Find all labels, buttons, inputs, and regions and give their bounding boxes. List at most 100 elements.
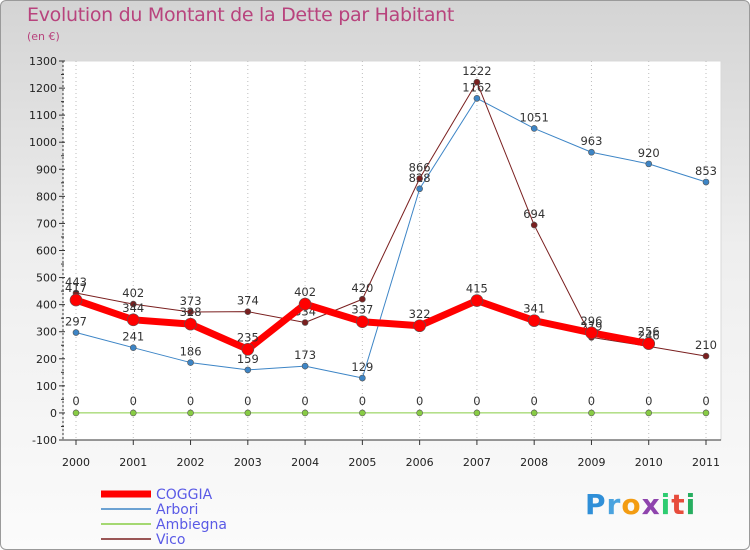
data-point-ambiegna — [473, 409, 481, 417]
logo-letter: i — [660, 488, 672, 521]
data-label-arbori: 920 — [638, 146, 660, 160]
data-point-ambiegna — [588, 409, 595, 417]
data-label-ambiegna: 0 — [473, 394, 480, 408]
y-tick-label: 600 — [36, 245, 57, 258]
data-point-ambiegna — [702, 409, 710, 417]
data-point-arbori — [301, 362, 309, 370]
data-point-ambiegna — [530, 409, 538, 417]
y-tick-label: 1200 — [29, 82, 57, 95]
legend-label-coggia: COGGIA — [156, 487, 213, 503]
y-tick-label: 400 — [36, 299, 57, 312]
data-point-arbori — [588, 148, 595, 156]
data-label-ambiegna: 0 — [645, 394, 652, 408]
data-label-coggia: 417 — [65, 281, 87, 295]
data-label-coggia: 235 — [237, 330, 259, 344]
data-label-ambiegna: 0 — [416, 394, 423, 408]
legend-label-vico: Vico — [156, 532, 185, 548]
data-point-coggia — [241, 343, 255, 356]
x-tick-label: 2006 — [406, 456, 434, 469]
logo-letter: o — [621, 488, 642, 521]
data-point-coggia — [585, 326, 598, 340]
data-point-arbori — [187, 359, 194, 366]
data-label-arbori: 186 — [180, 345, 202, 359]
data-point-ambiegna — [72, 409, 80, 417]
x-tick-label: 2002 — [177, 456, 205, 469]
y-tick-label: 100 — [36, 380, 57, 393]
plot-area — [62, 60, 722, 441]
chart-title: Evolution du Montant de la Dette par Hab… — [27, 4, 455, 26]
y-tick-label: -100 — [32, 434, 57, 447]
data-label-coggia: 344 — [122, 301, 144, 315]
y-tick-label: 300 — [36, 326, 57, 339]
x-tick-label: 2008 — [520, 456, 548, 469]
data-point-coggia — [184, 317, 197, 331]
x-tick-label: 2000 — [62, 456, 90, 469]
data-label-vico: 443 — [65, 275, 87, 289]
data-point-arbori — [129, 344, 137, 351]
proxiti-logo: Proxiti — [585, 488, 696, 521]
x-tick-label: 2004 — [291, 456, 319, 469]
data-point-ambiegna — [645, 409, 653, 417]
logo-letter: x — [641, 488, 661, 521]
series-line-arbori — [75, 97, 707, 379]
x-tick-label: 2005 — [348, 456, 376, 469]
data-label-arbori: 1162 — [462, 80, 491, 94]
data-label-arbori: 173 — [294, 348, 316, 362]
data-label-ambiegna: 0 — [301, 394, 308, 408]
x-tick-label: 2011 — [692, 456, 720, 469]
data-label-arbori: 129 — [351, 360, 373, 374]
data-label-arbori: 241 — [122, 330, 144, 344]
data-label-vico: 373 — [180, 294, 202, 308]
data-label-ambiegna: 0 — [187, 394, 194, 408]
data-point-ambiegna — [359, 409, 366, 417]
x-tick-label: 2001 — [119, 456, 147, 469]
data-point-arbori — [72, 329, 80, 336]
data-label-coggia: 328 — [180, 305, 202, 319]
data-point-coggia — [126, 313, 140, 327]
data-point-coggia — [413, 319, 426, 333]
data-label-ambiegna: 0 — [130, 394, 137, 408]
y-tick-label: 500 — [36, 272, 57, 285]
data-point-coggia — [470, 294, 484, 307]
chart-subtitle: (en €) — [27, 30, 60, 43]
data-label-arbori: 1051 — [520, 110, 549, 124]
data-point-ambiegna — [416, 409, 423, 417]
data-point-vico — [187, 308, 194, 316]
legend-label-arbori: Arbori — [156, 502, 198, 518]
data-point-ambiegna — [187, 409, 194, 417]
y-tick-label: 900 — [36, 163, 57, 176]
data-label-coggia: 337 — [351, 303, 373, 317]
y-tick-label: 0 — [50, 407, 57, 420]
data-label-arbori: 297 — [65, 315, 87, 329]
data-label-arbori: 159 — [237, 352, 259, 366]
data-point-ambiegna — [244, 409, 252, 417]
data-label-ambiegna: 0 — [359, 394, 366, 408]
data-point-arbori — [473, 95, 481, 102]
data-point-arbori — [359, 374, 366, 382]
data-label-vico: 866 — [409, 160, 431, 174]
data-label-coggia: 322 — [409, 307, 431, 321]
data-label-arbori: 853 — [695, 164, 717, 178]
data-point-ambiegna — [129, 409, 137, 417]
data-point-coggia — [298, 297, 312, 311]
data-point-arbori — [244, 366, 252, 374]
data-label-coggia: 296 — [580, 314, 602, 328]
data-label-coggia: 402 — [294, 285, 316, 299]
data-point-arbori — [416, 185, 423, 193]
data-point-arbori — [702, 178, 710, 186]
data-point-vico — [473, 78, 481, 86]
data-point-arbori — [645, 160, 653, 168]
data-label-vico: 210 — [695, 338, 717, 352]
data-point-vico — [244, 308, 252, 315]
data-point-vico — [416, 175, 423, 182]
data-point-vico — [702, 352, 710, 360]
data-point-vico — [301, 319, 309, 326]
data-label-coggia: 256 — [638, 325, 660, 339]
data-label-ambiegna: 0 — [244, 394, 251, 408]
series-line-vico — [75, 81, 707, 357]
data-point-vico — [129, 300, 137, 308]
y-tick-label: 700 — [36, 217, 57, 230]
data-label-vico: 402 — [122, 286, 144, 300]
x-tick-label: 2009 — [577, 456, 605, 469]
